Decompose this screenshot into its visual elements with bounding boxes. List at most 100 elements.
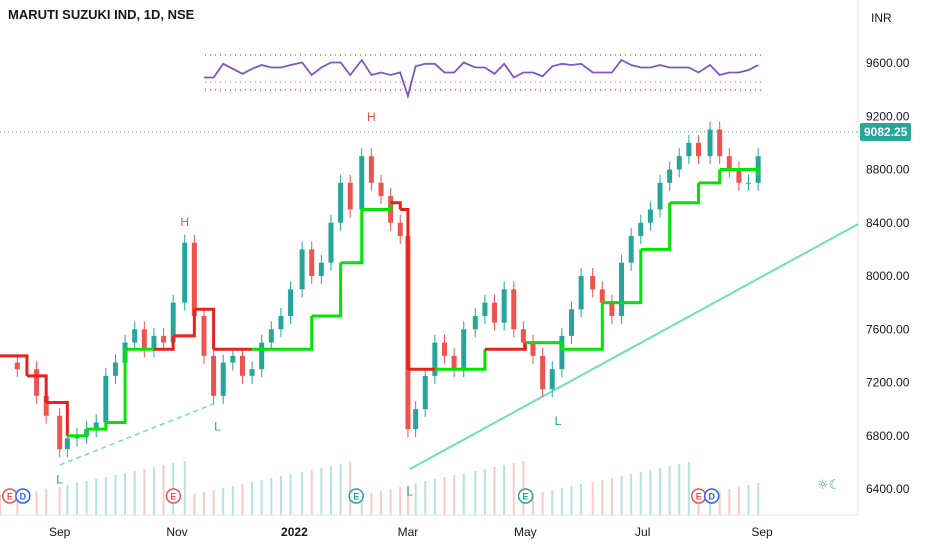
pivot-l-label: L (56, 473, 63, 487)
volume-bar (414, 483, 417, 515)
volume-bar (483, 469, 486, 515)
candle-body (657, 182, 663, 210)
candle-body (559, 335, 565, 370)
volume-bar (85, 481, 88, 515)
candle-body (696, 142, 701, 157)
candle-body (413, 409, 419, 430)
x-tick-label: May (514, 525, 537, 539)
y-tick-label: 6400.00 (866, 482, 910, 496)
volume-bar (399, 487, 402, 515)
supertrend-segment (400, 207, 410, 370)
candle-body (288, 289, 294, 316)
candle-body (378, 182, 384, 197)
candle-body (34, 369, 40, 396)
candle-body (14, 362, 20, 370)
candle-body (628, 236, 634, 263)
volume-bar (522, 461, 525, 515)
event-e-label: E (7, 492, 13, 502)
volume-bar (697, 495, 700, 515)
volume-bar (737, 487, 740, 515)
volume-bar (16, 493, 19, 515)
supertrend-segment (340, 209, 364, 265)
candle-body (103, 375, 109, 423)
event-e-label: E (170, 492, 176, 502)
candle-body (599, 289, 605, 303)
candle-body (676, 156, 682, 170)
pivot-l-label: L (407, 485, 414, 499)
volume-bar (512, 463, 515, 515)
pivot-l-label: L (214, 419, 221, 433)
chart-title: MARUTI SUZUKI IND, 1D, NSE (8, 7, 195, 22)
candle-body (182, 242, 188, 303)
volume-bar (580, 484, 583, 515)
volume-bar (551, 490, 554, 515)
candle-body (717, 129, 723, 157)
volume-bar (433, 479, 436, 515)
candle-body (647, 209, 653, 223)
x-tick-label: Mar (398, 525, 419, 539)
supertrend-segment (153, 335, 175, 351)
supertrend-segment (719, 168, 760, 177)
candle-body (472, 315, 478, 330)
candle-body (590, 276, 596, 290)
sun-moon-icon[interactable]: ☼☾ (817, 478, 841, 493)
volume-bar (668, 466, 671, 515)
event-e-label: E (523, 492, 529, 502)
volume-bar (301, 472, 304, 515)
volume-bar (58, 487, 61, 515)
candle-body (432, 342, 438, 376)
candle-body (511, 289, 517, 330)
candle-body (112, 362, 118, 376)
supertrend-segment (390, 201, 402, 210)
volume-bar (320, 468, 323, 515)
volume-bar (591, 482, 594, 515)
volume-bar (104, 477, 107, 515)
volume-bar (212, 490, 215, 515)
event-e-label: E (353, 492, 359, 502)
event-e-icon (348, 488, 364, 504)
y-tick-label: 8000.00 (866, 269, 910, 283)
supertrend-segment (194, 307, 216, 350)
volume-bar (231, 486, 234, 515)
supertrend-segment (105, 349, 127, 424)
candle-body (347, 182, 353, 210)
volume-bar (570, 486, 573, 515)
pivot-h-label: H (367, 110, 376, 124)
supertrend-segment (525, 341, 564, 350)
volume-bar (678, 464, 681, 515)
supertrend-segment (0, 354, 29, 376)
volume-bar (757, 483, 760, 515)
volume-bar (370, 493, 373, 515)
x-tick-label: 2022 (281, 525, 308, 539)
volume-bar (66, 485, 69, 515)
candle-body (191, 242, 197, 316)
candle-body (170, 302, 176, 343)
x-tick-label: Nov (166, 525, 187, 539)
volume-bar (0, 495, 1, 515)
candle-body (211, 355, 217, 396)
currency-label: INR (871, 11, 892, 25)
supertrend-segment (280, 315, 314, 351)
volume-bar (143, 469, 146, 515)
supertrend-segment (669, 182, 700, 205)
volume-bar (114, 475, 117, 515)
candle-body (141, 329, 147, 350)
supertrend-segment (67, 429, 89, 438)
volume-bar (162, 465, 165, 515)
candle-body (64, 438, 70, 450)
volume-bar (532, 494, 535, 515)
candle-body (318, 262, 324, 276)
volume-bar (453, 475, 456, 515)
candle-body (230, 355, 236, 363)
supertrend-segment (484, 342, 527, 351)
volume-bar (560, 488, 563, 515)
y-tick-label: 8400.00 (866, 216, 910, 230)
y-tick-label: 7200.00 (866, 376, 910, 390)
volume-bar (424, 481, 427, 515)
trend-line (409, 223, 859, 470)
candle-body (461, 329, 467, 370)
volume-bar (193, 494, 196, 515)
supertrend-segment (640, 202, 672, 251)
supertrend-segment (311, 262, 343, 318)
